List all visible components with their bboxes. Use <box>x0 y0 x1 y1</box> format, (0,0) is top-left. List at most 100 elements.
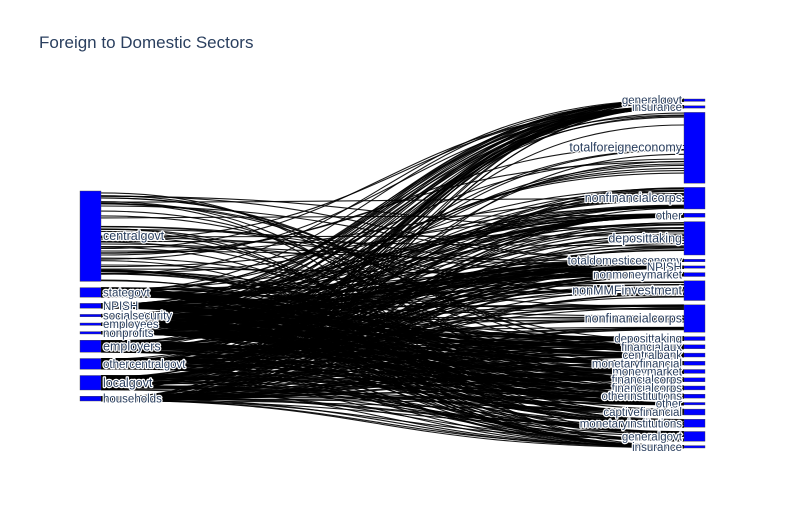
sankey-link[interactable] <box>100 357 685 380</box>
source-label-socialsecurity: socialsecurity <box>103 311 172 323</box>
target-node-deposittaking[interactable] <box>683 336 706 341</box>
sankey-link[interactable] <box>100 106 685 400</box>
source-label-nonprofits: nonprofits <box>103 328 154 340</box>
sankey-link[interactable] <box>100 399 685 411</box>
source-node-centralgovt[interactable] <box>79 190 102 282</box>
target-label-monetaryinstitutions: monetaryinstitutions <box>580 418 683 430</box>
target-label-other: other <box>656 210 682 222</box>
sankey-nodes <box>79 98 706 449</box>
target-node-deposittaking[interactable] <box>683 221 706 256</box>
source-label-stategovt: stategovt <box>103 287 150 299</box>
sankey-link[interactable] <box>100 266 685 398</box>
source-node-households[interactable] <box>79 396 102 402</box>
target-label-totalforeigneconomy: totalforeigneconomy <box>569 141 682 155</box>
sankey-link[interactable] <box>100 266 685 342</box>
sankey-link[interactable] <box>100 107 685 379</box>
source-label-othercentralgovt: othercentralgovt <box>103 359 186 371</box>
target-node-insurance[interactable] <box>683 105 706 109</box>
target-node-financialcorps[interactable] <box>683 385 706 391</box>
sankey-link[interactable] <box>100 225 685 298</box>
target-label-captivefinancial: captivefinancial <box>603 407 682 419</box>
target-label-financialcorps: financialcorps <box>612 375 683 387</box>
source-node-localgovt[interactable] <box>79 375 102 391</box>
target-label-insurance: insurance <box>632 442 682 454</box>
target-label-other: other <box>656 399 682 411</box>
sankey-link[interactable] <box>100 158 685 291</box>
sankey-link[interactable] <box>100 397 685 448</box>
sankey-link[interactable] <box>100 275 685 398</box>
source-node-stategovt[interactable] <box>79 287 102 298</box>
sankey-link[interactable] <box>100 99 685 324</box>
target-label-monetaryfinancial: monetaryfinancial <box>592 358 682 370</box>
sankey-link[interactable] <box>100 273 685 380</box>
sankey-link[interactable] <box>100 265 685 347</box>
sankey-link[interactable] <box>100 344 685 398</box>
target-label-otherinstitutions: otherinstitutions <box>601 391 682 403</box>
target-node-generalgovt[interactable] <box>683 431 706 442</box>
source-label-employees: employees <box>103 319 159 331</box>
source-node-employees[interactable] <box>79 322 102 326</box>
target-node-insurance[interactable] <box>683 445 706 449</box>
sankey-link[interactable] <box>100 100 685 292</box>
target-label-nonfinancialcorps: nonfinancialcorps <box>585 312 682 326</box>
sankey-link[interactable] <box>100 288 685 342</box>
sankey-link[interactable] <box>100 396 685 425</box>
target-node-nonmoneymarket[interactable] <box>683 272 706 277</box>
target-node-centralbank[interactable] <box>683 352 706 358</box>
sankey-link[interactable] <box>100 202 685 350</box>
sankey-link[interactable] <box>100 115 685 348</box>
target-node-monetaryinstitutions[interactable] <box>683 419 706 428</box>
target-node-other[interactable] <box>683 213 706 218</box>
target-node-captivefinancial[interactable] <box>683 408 706 416</box>
sankey-link[interactable] <box>100 307 685 377</box>
target-label-generalgovt: generalgovt <box>622 95 683 107</box>
sankey-link[interactable] <box>100 98 685 333</box>
target-label-moneymarket: moneymarket <box>612 367 682 379</box>
source-node-npish[interactable] <box>79 303 102 309</box>
target-node-nonfinancialcorps[interactable] <box>683 187 706 210</box>
target-node-totaldomesticeconomy[interactable] <box>683 259 706 262</box>
target-node-nonfinancialcorps[interactable] <box>683 304 706 333</box>
sankey-link[interactable] <box>100 227 685 364</box>
target-node-otherinstitutions[interactable] <box>683 394 706 399</box>
target-node-financialcorps[interactable] <box>683 377 706 382</box>
sankey-link[interactable] <box>100 327 685 360</box>
target-node-generalgovt[interactable] <box>683 98 706 102</box>
sankey-link[interactable] <box>100 397 685 427</box>
source-node-employers[interactable] <box>79 340 102 353</box>
source-node-othercentralgovt[interactable] <box>79 358 102 370</box>
source-node-nonprofits[interactable] <box>79 331 102 335</box>
target-label-insurance: insurance <box>632 102 682 114</box>
target-label-nonfinancialcorps: nonfinancialcorps <box>585 191 682 205</box>
source-label-npish: NPISH <box>103 301 138 313</box>
source-label-households: households <box>103 394 162 406</box>
target-node-monetaryfinancial[interactable] <box>683 361 706 366</box>
sankey-link[interactable] <box>100 399 685 440</box>
sankey-link[interactable] <box>100 343 685 379</box>
sankey-link[interactable] <box>100 99 685 275</box>
sankey-link[interactable] <box>100 105 685 399</box>
sankey-link[interactable] <box>100 205 685 261</box>
sankey-link[interactable] <box>100 395 685 398</box>
target-label-npish: NPISH <box>647 262 682 274</box>
source-node-socialsecurity[interactable] <box>79 314 102 317</box>
target-node-financialaux[interactable] <box>683 344 706 349</box>
target-label-deposittaking: deposittaking <box>608 231 682 245</box>
sankey-link[interactable] <box>100 399 685 449</box>
sankey-link[interactable] <box>100 328 685 379</box>
target-node-totalforeigneconomy[interactable] <box>683 112 706 184</box>
page-title: Foreign to Domestic Sectors <box>39 33 254 52</box>
sankey-link[interactable] <box>100 124 685 400</box>
sankey-link[interactable] <box>100 259 685 400</box>
target-node-moneymarket[interactable] <box>683 369 706 374</box>
sankey-link[interactable] <box>100 153 685 401</box>
target-label-nonmmfinvestment: nonMMFinvestment <box>572 284 682 298</box>
target-node-other[interactable] <box>683 402 706 406</box>
sankey-link[interactable] <box>100 273 685 381</box>
target-node-npish[interactable] <box>683 265 706 269</box>
target-label-centralbank: centralbank <box>623 350 683 362</box>
sankey-labels: centralgovtstategovtNPISHsocialsecuritye… <box>102 94 684 455</box>
target-label-financialcorps: financialcorps <box>612 383 683 395</box>
target-node-nonmmfinvestment[interactable] <box>683 280 706 301</box>
